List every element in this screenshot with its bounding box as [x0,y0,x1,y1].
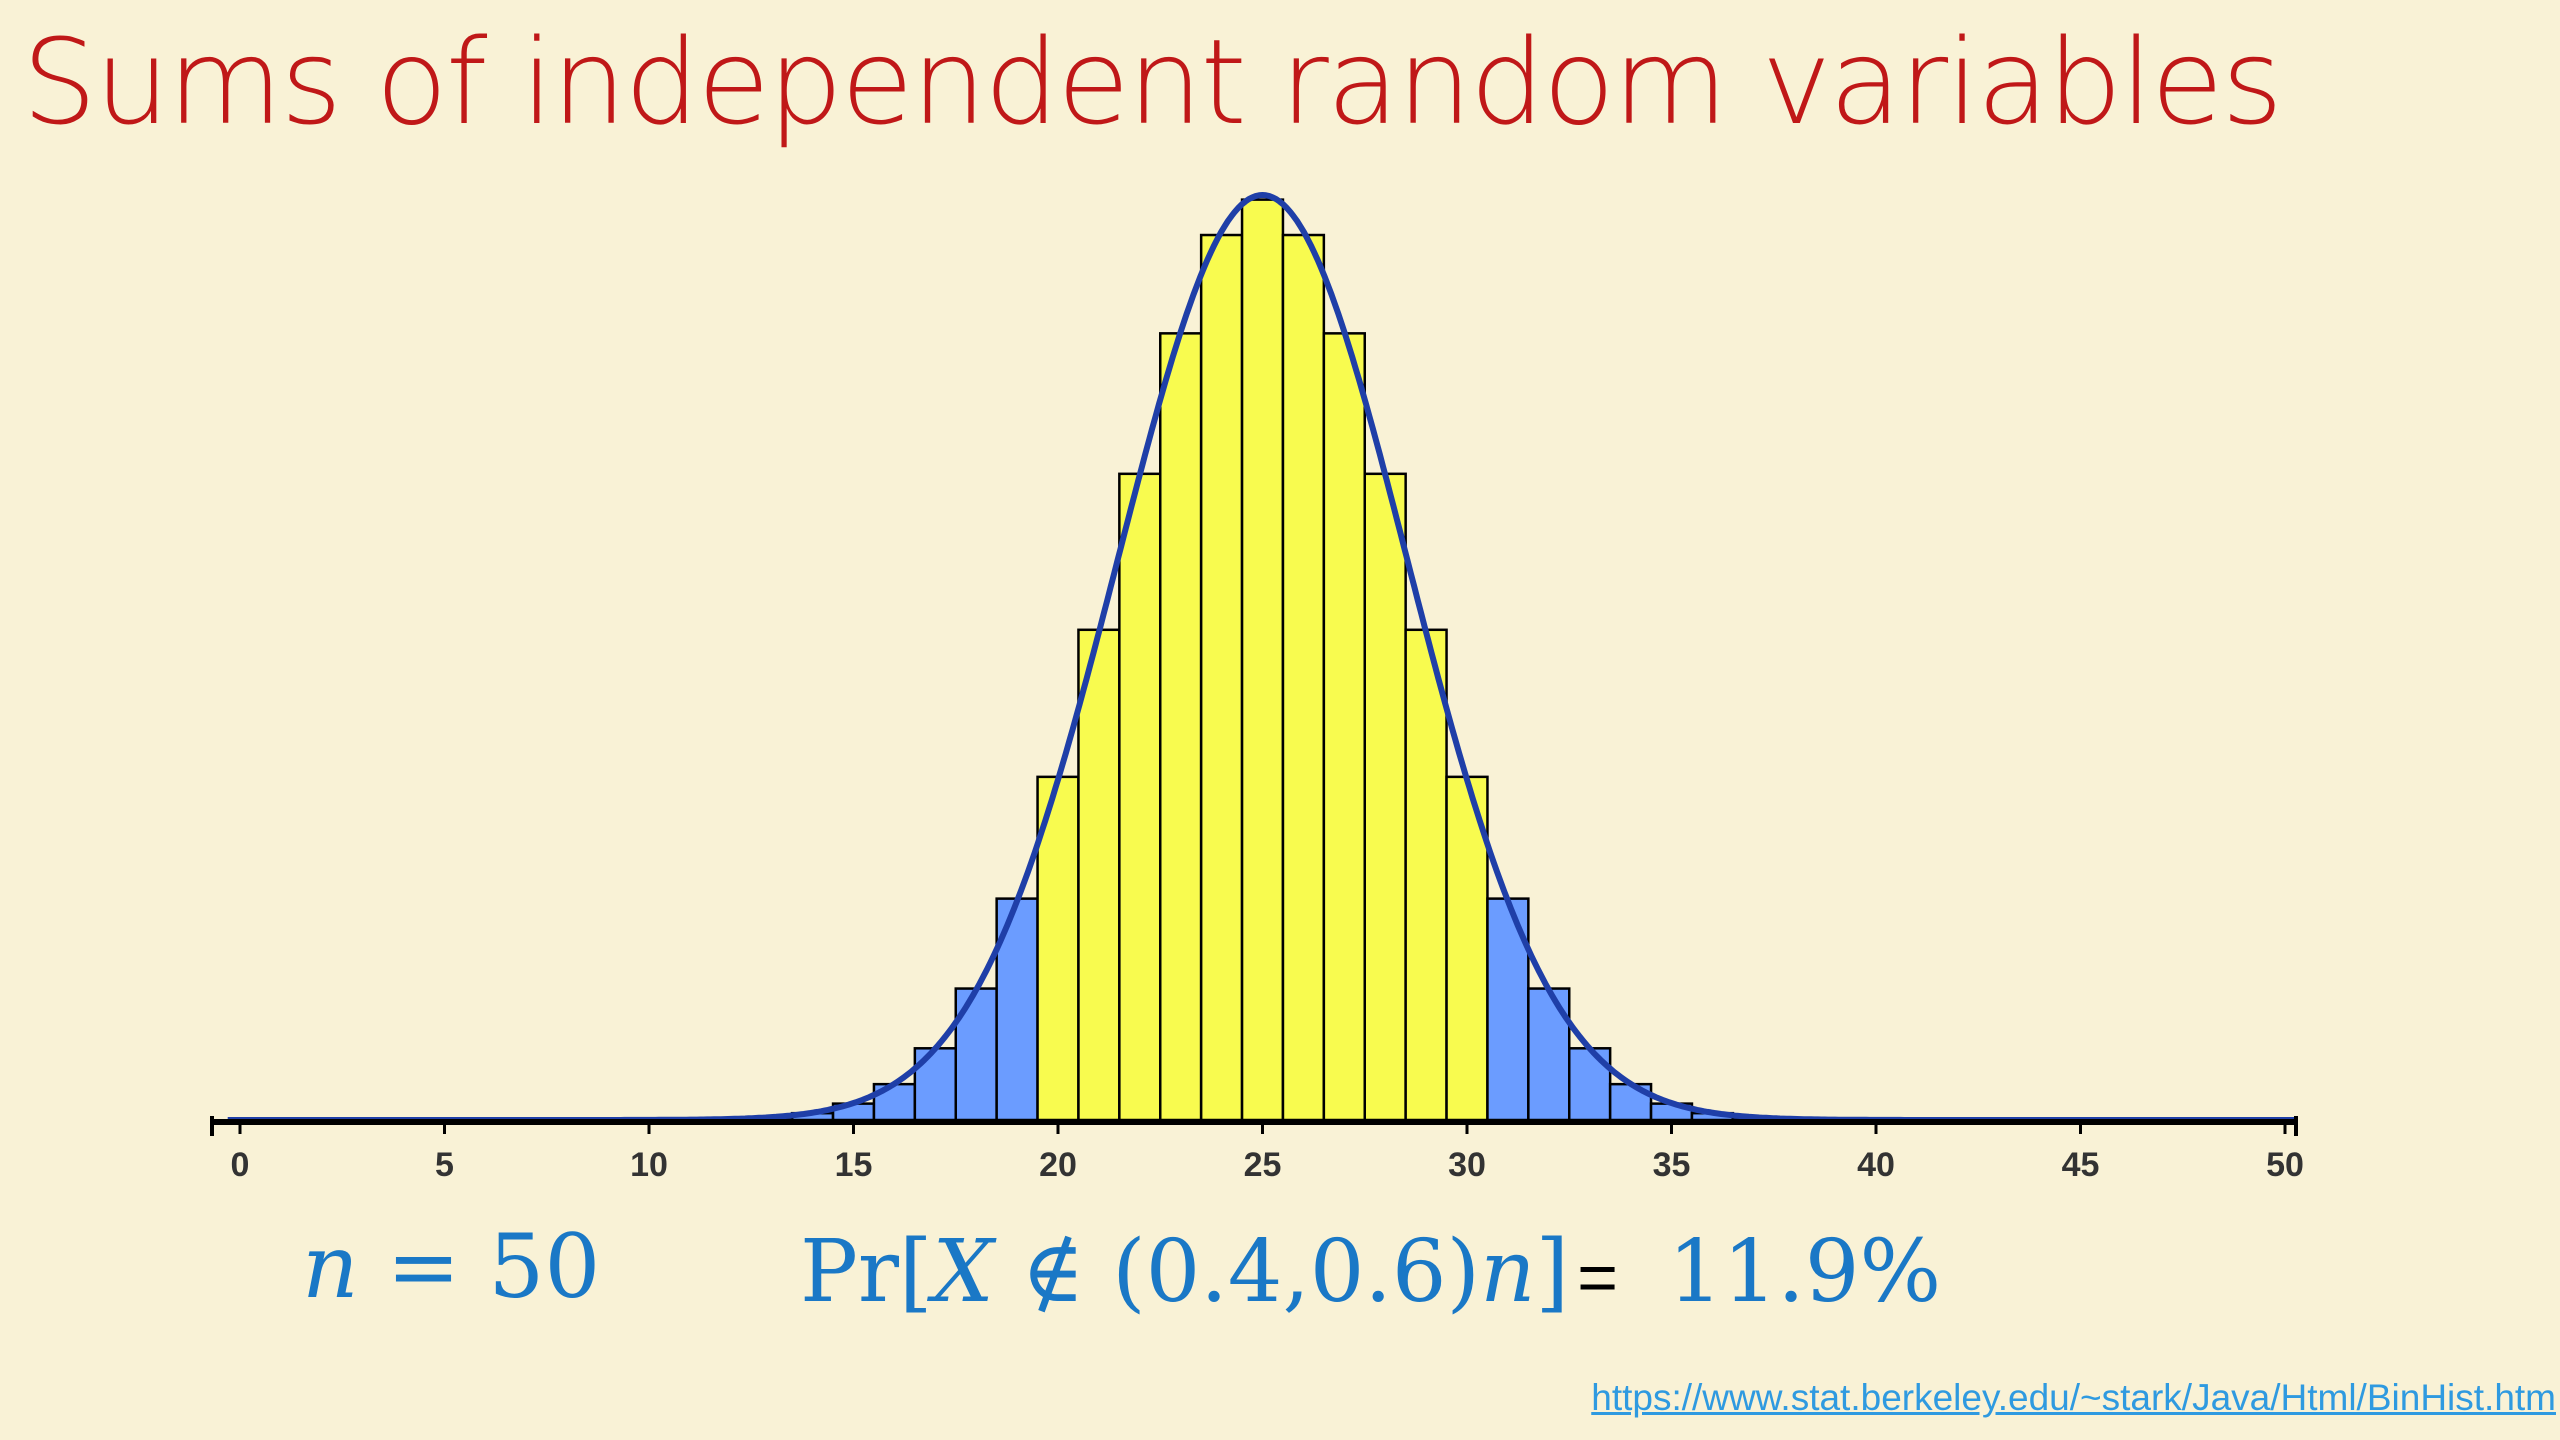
prob-equals: = [1577,1238,1618,1316]
n-equals: = [386,1215,461,1318]
bar-24 [1199,233,1244,1122]
n-value: 50 [488,1215,601,1318]
prob-interval: (0.4,0.6) [1112,1222,1481,1322]
x-tick-label-35: 35 [1653,1146,1691,1184]
bar-20 [1036,775,1080,1122]
bar-25 [1240,198,1285,1122]
histogram-bars [709,198,1816,1122]
x-tick-label-0: 0 [231,1146,250,1184]
x-tick-label-10: 10 [630,1146,668,1184]
bar-29 [1404,628,1448,1122]
prob-prefix: Pr[ [800,1222,933,1322]
x-tick-label-5: 5 [435,1146,454,1184]
bar-30 [1445,775,1489,1122]
bar-27 [1322,332,1366,1122]
bar-28 [1363,472,1407,1122]
bar-26 [1281,233,1326,1122]
prob-variable: X [932,1222,994,1322]
x-tick-label-15: 15 [835,1146,873,1184]
x-tick-label-45: 45 [2062,1146,2100,1184]
bar-21 [1077,628,1121,1122]
slide-title: Sums of independent random variables [22,13,2283,151]
x-tick-label-50: 50 [2266,1146,2304,1184]
x-tick-label-25: 25 [1244,1146,1282,1184]
not-in-symbol: ∉ [1021,1222,1085,1322]
n-formula: n = 50 [302,1215,600,1318]
prob-suffix: ] [1535,1222,1570,1322]
x-tick-label-20: 20 [1039,1146,1077,1184]
x-tick-label-30: 30 [1448,1146,1486,1184]
bar-23 [1159,332,1203,1122]
bar-22 [1118,472,1162,1122]
probability-formula: Pr[X ∉ (0.4,0.6)n] = 11.9% [800,1222,1941,1322]
n-variable: n [302,1215,359,1318]
x-tick-label-40: 40 [1857,1146,1895,1184]
prob-n: n [1480,1222,1536,1322]
x-axis: 0 5 10 15 20 25 30 35 40 45 50 [210,1116,2304,1184]
source-link[interactable]: https://www.stat.berkeley.edu/~stark/Jav… [1591,1377,2556,1418]
prob-value: 11.9% [1667,1222,1942,1322]
